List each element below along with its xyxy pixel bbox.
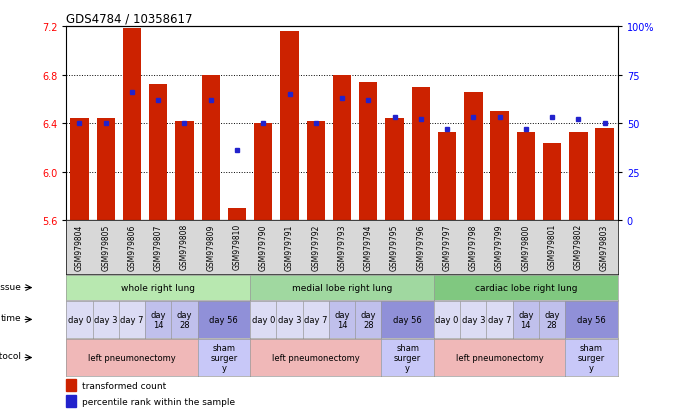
Text: GSM979793: GSM979793: [338, 224, 346, 270]
Bar: [438, 133, 456, 221]
Text: GSM979810: GSM979810: [232, 224, 242, 270]
Bar: [70, 119, 89, 221]
Text: GSM979803: GSM979803: [600, 224, 609, 270]
Text: sham
surger
y: sham surger y: [210, 344, 237, 372]
Text: GSM979804: GSM979804: [75, 224, 84, 270]
Text: day 3: day 3: [94, 315, 117, 324]
Text: sham
surger
y: sham surger y: [578, 344, 605, 372]
Text: day 0: day 0: [68, 315, 91, 324]
Text: GSM979801: GSM979801: [548, 224, 556, 270]
Text: day 3: day 3: [461, 315, 485, 324]
Text: day
28: day 28: [177, 310, 192, 329]
Text: day 56: day 56: [393, 315, 422, 324]
Text: day 3: day 3: [278, 315, 302, 324]
Text: whole right lung: whole right lung: [121, 283, 195, 292]
Text: day
28: day 28: [544, 310, 560, 329]
Text: cardiac lobe right lung: cardiac lobe right lung: [475, 283, 577, 292]
Text: sham
surger
y: sham surger y: [394, 344, 422, 372]
Bar: [359, 83, 378, 221]
Text: day 0: day 0: [251, 315, 275, 324]
Bar: [464, 93, 482, 221]
Bar: [491, 112, 509, 221]
Text: tissue: tissue: [0, 282, 21, 291]
Text: GSM979798: GSM979798: [469, 224, 478, 270]
Text: GSM979805: GSM979805: [101, 224, 110, 270]
Text: day 56: day 56: [577, 315, 606, 324]
Text: GSM979790: GSM979790: [259, 224, 268, 270]
Text: day 0: day 0: [436, 315, 459, 324]
Bar: [123, 29, 141, 221]
Text: day 7: day 7: [120, 315, 144, 324]
Text: GSM979799: GSM979799: [495, 224, 504, 270]
Text: day
14: day 14: [334, 310, 350, 329]
Text: GSM979802: GSM979802: [574, 224, 583, 270]
Bar: [281, 32, 299, 221]
Bar: [228, 209, 246, 221]
Bar: [175, 121, 193, 221]
Bar: [412, 88, 430, 221]
Bar: [306, 121, 325, 221]
Text: left pneumonectomy: left pneumonectomy: [456, 353, 544, 362]
Bar: [595, 129, 614, 221]
Bar: [385, 119, 403, 221]
Text: GSM979806: GSM979806: [128, 224, 136, 270]
Bar: [96, 119, 115, 221]
Text: day 56: day 56: [209, 315, 238, 324]
Bar: [569, 133, 588, 221]
Text: day
28: day 28: [361, 310, 376, 329]
Text: GSM979795: GSM979795: [390, 224, 399, 270]
Text: GSM979807: GSM979807: [154, 224, 163, 270]
Bar: [66, 396, 75, 407]
Text: transformed count: transformed count: [82, 381, 166, 390]
Text: GSM979800: GSM979800: [521, 224, 530, 270]
Text: percentile rank within the sample: percentile rank within the sample: [82, 397, 235, 406]
Bar: [149, 85, 168, 221]
Bar: [202, 75, 220, 221]
Text: GSM979809: GSM979809: [206, 224, 215, 270]
Text: left pneumonectomy: left pneumonectomy: [88, 353, 176, 362]
Text: left pneumonectomy: left pneumonectomy: [272, 353, 359, 362]
Bar: [254, 124, 272, 221]
Text: GSM979796: GSM979796: [416, 224, 425, 270]
Bar: [333, 75, 351, 221]
Text: GSM979792: GSM979792: [311, 224, 320, 270]
Text: medial lobe right lung: medial lobe right lung: [292, 283, 392, 292]
Text: GSM979808: GSM979808: [180, 224, 189, 270]
Text: GSM979797: GSM979797: [443, 224, 452, 270]
Bar: [543, 143, 561, 221]
Text: day
14: day 14: [518, 310, 533, 329]
Text: day 7: day 7: [304, 315, 327, 324]
Text: GDS4784 / 10358617: GDS4784 / 10358617: [66, 13, 193, 26]
Bar: [66, 379, 75, 391]
Text: GSM979794: GSM979794: [364, 224, 373, 270]
Bar: [517, 133, 535, 221]
Text: protocol: protocol: [0, 351, 21, 360]
Text: day
14: day 14: [151, 310, 166, 329]
Text: time: time: [1, 313, 21, 322]
Text: day 7: day 7: [488, 315, 512, 324]
Text: GSM979791: GSM979791: [285, 224, 294, 270]
